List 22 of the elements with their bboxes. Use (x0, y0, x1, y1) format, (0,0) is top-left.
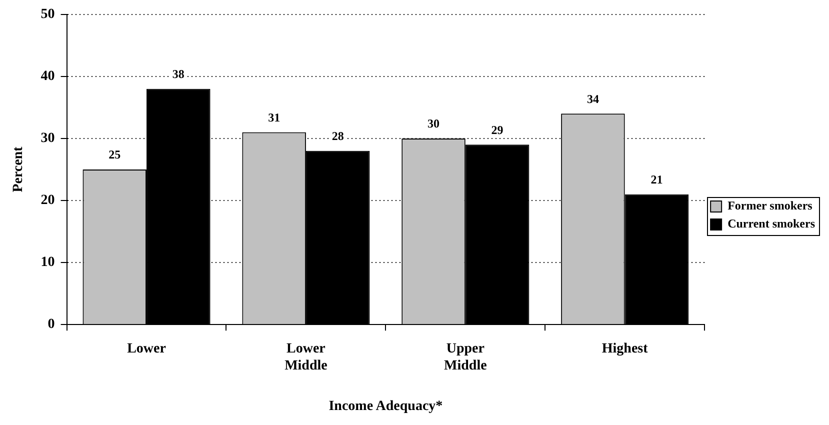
x-tick-label: Highest (602, 342, 648, 357)
y-tick-label: 30 (40, 131, 55, 146)
y-tick-label: 20 (40, 193, 55, 208)
y-tick-label: 50 (40, 7, 55, 22)
data-label: 38 (172, 66, 184, 81)
data-label: 25 (108, 148, 121, 162)
data-label: 31 (268, 110, 280, 124)
legend-label: Former smokers (728, 198, 813, 213)
y-tick-label: 10 (40, 255, 55, 270)
y-tick-label: 0 (48, 317, 55, 332)
x-tick-label: Lower Middle (284, 342, 328, 374)
x-tick-label: Lower (127, 342, 166, 357)
y-tick-label: 40 (40, 69, 55, 84)
x-axis-title: Income Adequacy* (328, 399, 443, 414)
x-tick-label: Upper Middle (444, 342, 487, 374)
data-label: 30 (428, 116, 440, 131)
data-label: 21 (650, 172, 663, 186)
data-label: 29 (491, 122, 504, 137)
data-label: 28 (332, 128, 344, 143)
y-axis-title: Percent (11, 146, 26, 192)
data-label: 34 (586, 92, 599, 106)
legend-label: Current smokers (728, 216, 816, 231)
